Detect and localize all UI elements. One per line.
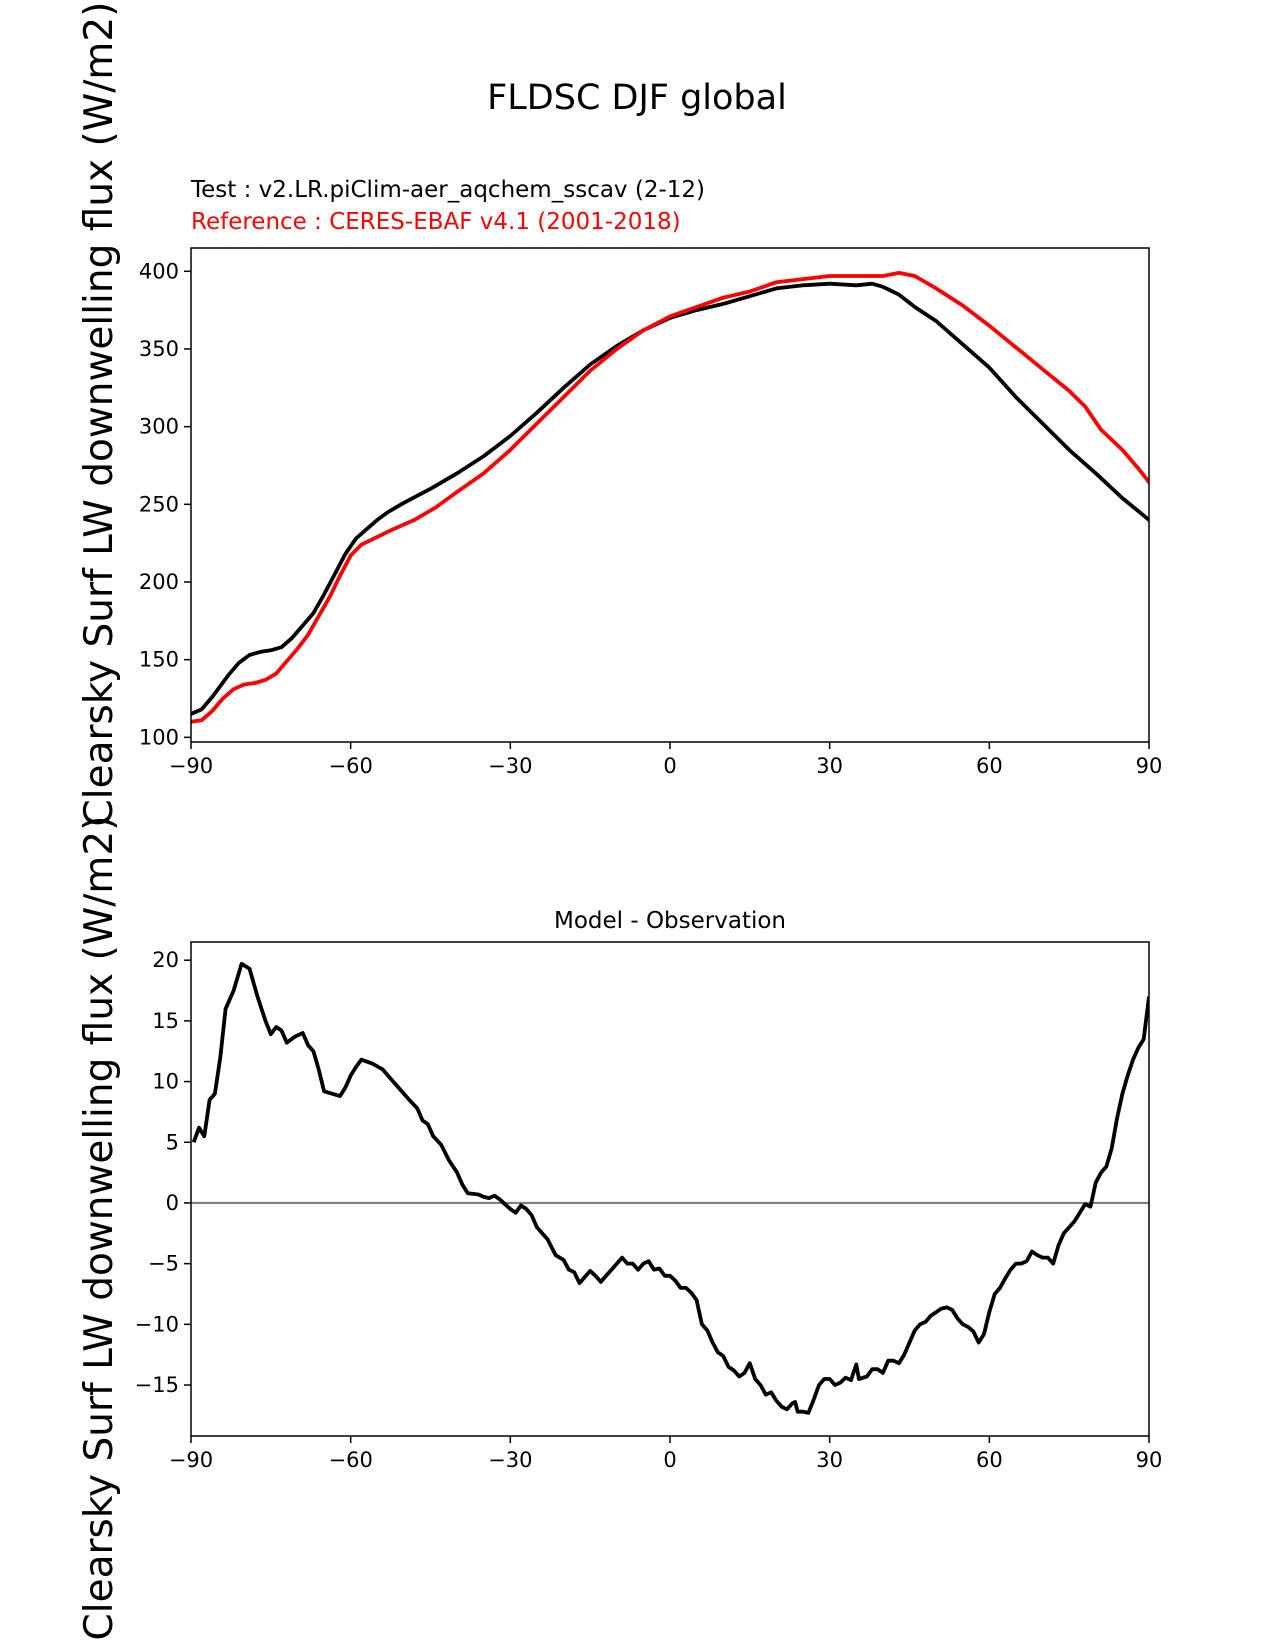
bottom-chart-title: Model - Observation [554,908,786,934]
y-tick-label: 350 [139,337,179,361]
x-tick-label: −90 [169,754,213,778]
y-tick-label: 5 [166,1130,179,1154]
figure-title: FLDSC DJF global [487,78,787,118]
x-tick-label: 30 [816,1448,843,1472]
y-tick-label: −10 [135,1312,179,1336]
reference-legend-label: Reference : CERES-EBAF v4.1 (2001-2018) [191,209,681,235]
x-tick-label: 0 [663,754,676,778]
x-tick-label: 60 [976,754,1003,778]
bottom-chart-lines [191,961,1149,1415]
top-chart-lines [191,271,1149,724]
y-tick-label: 150 [139,648,179,672]
x-tick-label: −60 [329,754,373,778]
x-tick-label: −60 [329,1448,373,1472]
bottom-chart-ticks: −90 −60 −30 0 30 60 90 −15 −10 −5 0 5 10 15 20 [135,948,1163,1472]
x-tick-label: 0 [663,1448,676,1472]
x-tick-label: 30 [816,754,843,778]
bottom-chart: Model - Observation −90 −60 −30 0 30 60 90−15−… [135,908,1163,1472]
bottom-chart-ylabel: Clearsky Surf LW downwelling flux (W/m2) [77,816,122,1641]
y-tick-label: 0 [166,1191,179,1215]
y-tick-label: −15 [135,1373,179,1397]
plot-area [191,961,1149,1415]
x-tick-label: 60 [976,1448,1003,1472]
y-tick-label: −5 [148,1252,179,1276]
top-chart: Test : v2.LR.piClim-aer_aqchem_sscav (2-… [139,177,1162,778]
y-tick-label: 200 [139,570,179,594]
top-chart-ylabel: Clearsky Surf LW downwelling flux (W/m2) [77,2,122,827]
top-chart-ticks: −90 −60 −30 0 30 60 90 100 150 200 250 300 350 400 [139,259,1162,778]
series-line-reference [191,271,1149,724]
series-line-model-observation [191,961,1149,1415]
y-tick-label: 10 [152,1070,179,1094]
y-tick-label: 400 [139,259,179,283]
y-tick-label: 100 [139,725,179,749]
x-tick-label: 90 [1136,754,1163,778]
x-tick-label: −30 [488,754,532,778]
y-tick-label: 250 [139,492,179,516]
test-legend-label: Test : v2.LR.piClim-aer_aqchem_sscav (2-… [190,177,705,203]
y-tick-label: 15 [152,1009,179,1033]
x-tick-label: 90 [1136,1448,1163,1472]
y-tick-label: 20 [152,948,179,972]
plot-area [191,271,1149,724]
y-tick-label: 300 [139,415,179,439]
x-tick-label: −90 [169,1448,213,1472]
series-line-test [191,281,1149,716]
x-tick-label: −30 [488,1448,532,1472]
